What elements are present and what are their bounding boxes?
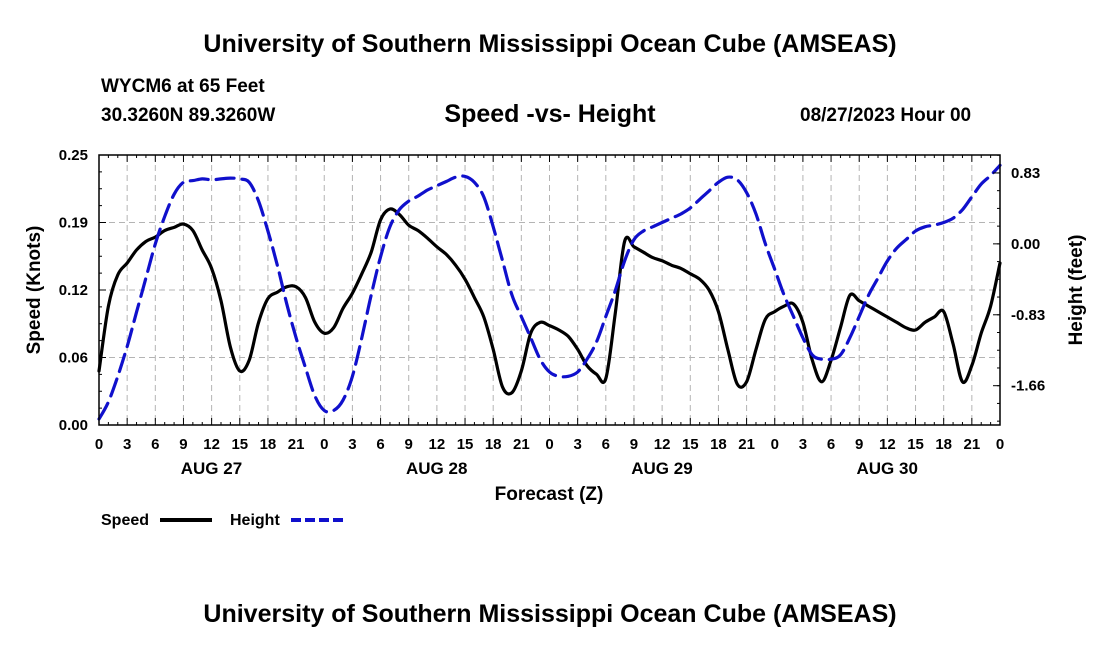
x-tick-label: 0 xyxy=(771,436,779,453)
y-axis-right-label: Height (feet) xyxy=(1066,235,1087,346)
series-layer xyxy=(97,163,1002,421)
x-tick-label: 15 xyxy=(907,436,924,453)
x-tick-label: 21 xyxy=(738,436,755,453)
x-tick-label: 21 xyxy=(288,436,305,453)
x-tick-label: 12 xyxy=(654,436,671,453)
x-day-label: AUG 29 xyxy=(631,459,692,478)
grid-layer xyxy=(99,155,1000,425)
x-axis-label: Forecast (Z) xyxy=(495,484,604,505)
y-right-tick-label: 0.83 xyxy=(1011,165,1040,182)
x-tick-label: 12 xyxy=(429,436,446,453)
x-tick-label: 0 xyxy=(996,436,1004,453)
y-right-tick-label: -1.66 xyxy=(1011,378,1045,395)
y-left-tick-label: 0.12 xyxy=(59,282,88,299)
x-tick-label: 6 xyxy=(827,436,835,453)
x-tick-label: 15 xyxy=(231,436,248,453)
x-tick-label: 9 xyxy=(179,436,187,453)
x-tick-label: 9 xyxy=(855,436,863,453)
speed-series-line xyxy=(97,207,1002,396)
x-tick-label: 6 xyxy=(151,436,159,453)
x-tick-label: 18 xyxy=(935,436,952,453)
x-tick-label: 6 xyxy=(376,436,384,453)
chart-date: 08/27/2023 Hour 00 xyxy=(800,105,972,126)
x-tick-label: 21 xyxy=(964,436,981,453)
x-tick-label: 15 xyxy=(682,436,699,453)
station-name: WYCM6 at 65 Feet xyxy=(101,76,265,97)
x-tick-label: 3 xyxy=(123,436,131,453)
x-tick-label: 12 xyxy=(879,436,896,453)
x-tick-label: 3 xyxy=(573,436,581,453)
legend-height-label: Height xyxy=(230,512,280,529)
y-left-tick-label: 0.25 xyxy=(59,147,88,164)
x-tick-label: 12 xyxy=(203,436,220,453)
legend-speed-label: Speed xyxy=(101,512,149,529)
x-tick-label: 3 xyxy=(799,436,807,453)
height-series-line xyxy=(97,163,1002,421)
x-tick-label: 3 xyxy=(348,436,356,453)
axis-layer: 0 3 6 9 12 15 18 21 0 3 6 9 12 15 18 21 0 3 6 9 12 15 18 21 0 3 6 9… xyxy=(59,147,1045,478)
y-left-tick-label: 0.19 xyxy=(59,215,88,232)
x-tick-label: 0 xyxy=(95,436,103,453)
x-tick-label: 18 xyxy=(260,436,277,453)
page-title: University of Southern Mississippi Ocean… xyxy=(203,30,897,58)
chart-title: Speed -vs- Height xyxy=(444,100,656,128)
x-day-label: AUG 28 xyxy=(406,459,467,478)
x-tick-label: 18 xyxy=(710,436,727,453)
x-day-label: AUG 30 xyxy=(857,459,918,478)
y-left-tick-label: 0.00 xyxy=(59,417,88,434)
x-tick-label: 0 xyxy=(545,436,553,453)
x-tick-label: 0 xyxy=(320,436,328,453)
x-day-label: AUG 27 xyxy=(181,459,242,478)
x-tick-label: 6 xyxy=(602,436,610,453)
x-tick-label: 18 xyxy=(485,436,502,453)
page-footer-title: University of Southern Mississippi Ocean… xyxy=(203,600,897,628)
y-left-tick-label: 0.06 xyxy=(59,350,88,367)
y-right-tick-label: 0.00 xyxy=(1011,236,1040,253)
y-right-tick-label: -0.83 xyxy=(1011,307,1045,324)
legend: Speed Height xyxy=(101,512,343,529)
x-tick-label: 15 xyxy=(457,436,474,453)
x-tick-label: 9 xyxy=(405,436,413,453)
x-tick-label: 9 xyxy=(630,436,638,453)
station-coordinates: 30.3260N 89.3260W xyxy=(101,105,276,126)
y-axis-left-label: Speed (Knots) xyxy=(24,226,45,355)
x-tick-label: 21 xyxy=(513,436,530,453)
